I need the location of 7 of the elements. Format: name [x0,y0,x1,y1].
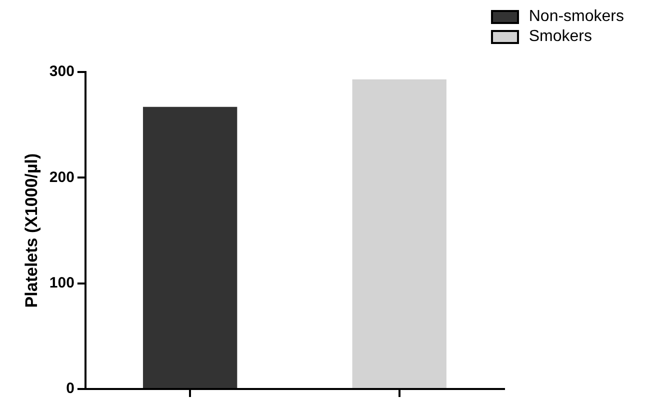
y-tick-label: 300 [49,63,74,80]
y-tick-label: 200 [49,168,74,186]
legend-label: Smokers [528,28,592,46]
y-tick-label: 0 [66,380,74,398]
legend-label: Non-smokers [528,8,624,26]
y-tick-label: 100 [49,274,74,292]
y-axis-title: Platelets (X1000/µl) [22,153,41,308]
